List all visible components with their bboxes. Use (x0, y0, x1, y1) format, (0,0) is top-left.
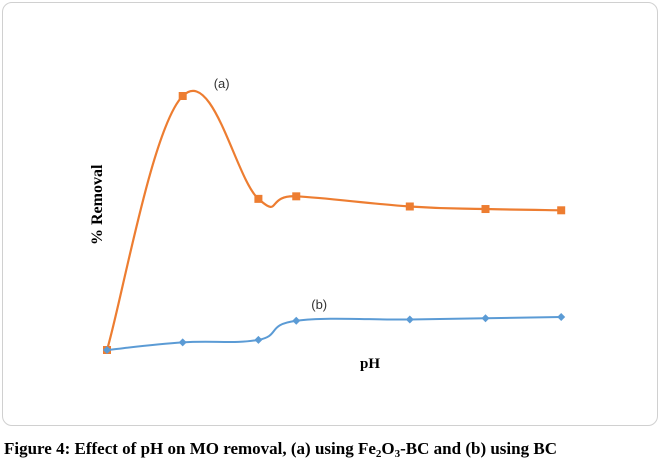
data-point-1-0 (103, 346, 111, 354)
series-line-0 (105, 90, 562, 351)
data-point-1-3 (292, 316, 301, 325)
series-label-1: (b) (311, 297, 327, 312)
line-chart: % Removal pH (a) (b) (89, 76, 566, 372)
data-point-1-5 (481, 314, 490, 323)
series-line-1 (106, 315, 562, 351)
series-label-0: (a) (214, 76, 230, 91)
figure-caption: Figure 4: Effect of pH on MO removal, (a… (4, 439, 557, 460)
data-point-1-1 (178, 338, 187, 347)
data-point-0-2 (254, 194, 263, 203)
data-point-0-5 (481, 205, 490, 214)
data-point-1-2 (254, 335, 263, 344)
x-axis-label: pH (360, 356, 380, 372)
data-point-1-6 (557, 312, 566, 321)
data-point-1-4 (405, 315, 414, 324)
data-point-0-6 (557, 206, 566, 215)
data-point-0-1 (178, 92, 187, 100)
data-point-0-4 (405, 202, 414, 211)
data-point-0-3 (292, 192, 301, 201)
y-axis-label: % Removal (89, 164, 106, 245)
chart-frame (2, 2, 658, 426)
